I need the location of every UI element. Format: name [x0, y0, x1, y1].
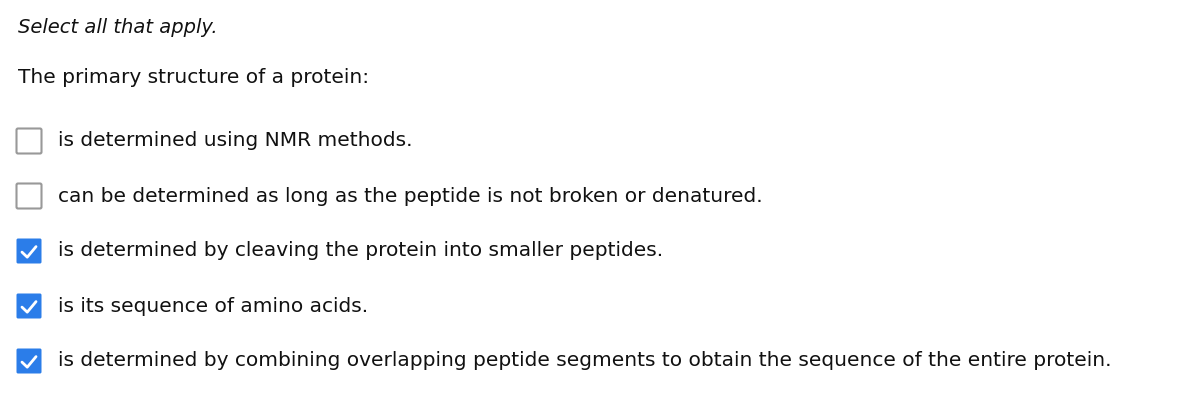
- Text: is determined by cleaving the protein into smaller peptides.: is determined by cleaving the protein in…: [58, 242, 664, 260]
- FancyBboxPatch shape: [17, 348, 42, 373]
- Text: The primary structure of a protein:: The primary structure of a protein:: [18, 68, 370, 87]
- FancyBboxPatch shape: [17, 184, 42, 208]
- FancyBboxPatch shape: [17, 293, 42, 319]
- Text: Select all that apply.: Select all that apply.: [18, 18, 217, 37]
- Text: can be determined as long as the peptide is not broken or denatured.: can be determined as long as the peptide…: [58, 186, 763, 206]
- FancyBboxPatch shape: [17, 239, 42, 264]
- Text: is determined using NMR methods.: is determined using NMR methods.: [58, 131, 413, 151]
- Text: is its sequence of amino acids.: is its sequence of amino acids.: [58, 297, 368, 315]
- Text: is determined by combining overlapping peptide segments to obtain the sequence o: is determined by combining overlapping p…: [58, 352, 1111, 370]
- FancyBboxPatch shape: [17, 129, 42, 153]
